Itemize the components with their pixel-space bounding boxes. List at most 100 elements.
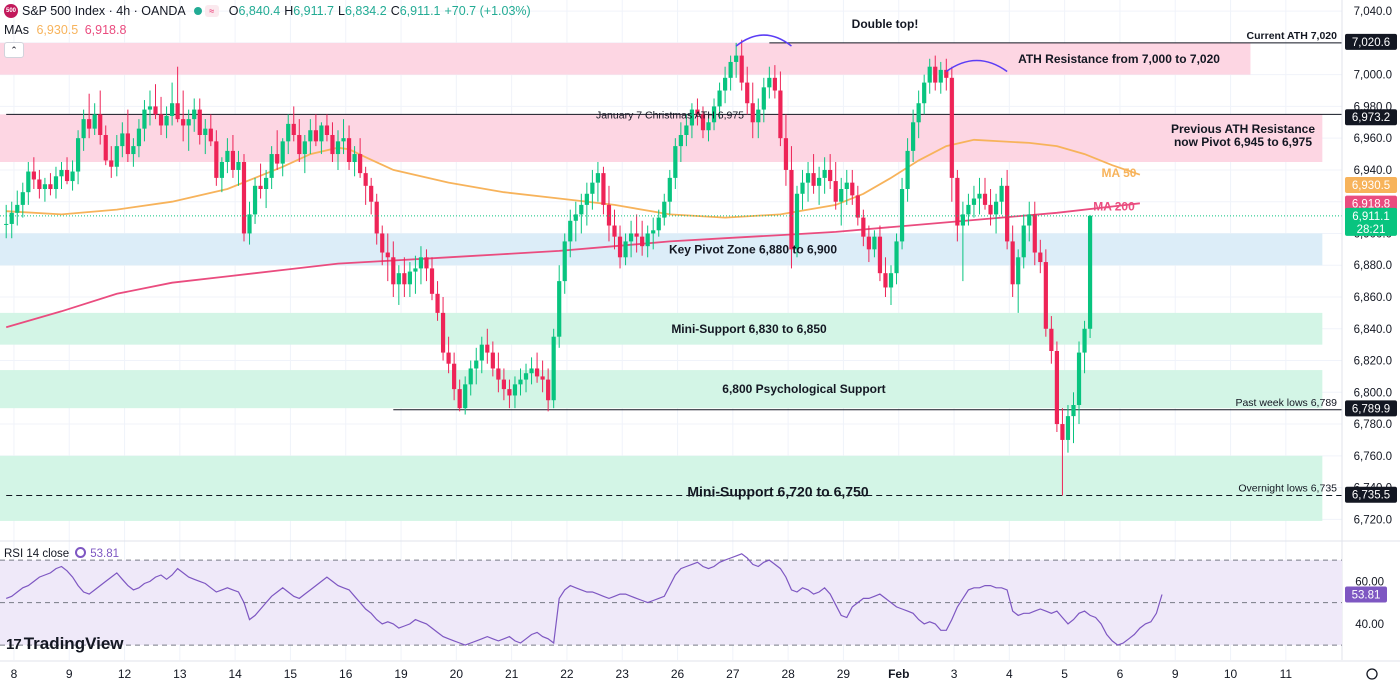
candle-body	[313, 130, 318, 142]
tradingview-logo[interactable]: 17 TradingView	[6, 634, 124, 654]
price-tick-label: 7,040.0	[1354, 6, 1392, 18]
candle-body	[219, 162, 224, 178]
candle-body	[728, 61, 733, 78]
candle-body	[905, 150, 910, 189]
candle-body	[264, 177, 269, 189]
candle-body	[1016, 257, 1021, 285]
candle-body	[413, 268, 418, 272]
time-tick-label: 20	[450, 667, 464, 681]
time-tick-label: 3	[951, 667, 958, 681]
candle-body	[866, 236, 871, 250]
candle-body	[75, 138, 81, 172]
candle-body	[391, 257, 396, 285]
candle-body	[407, 271, 412, 285]
price-tag	[1345, 195, 1397, 212]
candle-body	[855, 195, 860, 218]
candle-body	[175, 103, 180, 120]
symbol-header[interactable]: 500 S&P 500 Index · 4h · OANDA ≈ O 6,840.…	[0, 0, 531, 22]
double-top-arc	[945, 59, 1008, 73]
candle-body	[916, 103, 921, 123]
label-key-pivot: Key Pivot Zone 6,880 to 6,900	[669, 242, 837, 256]
countdown-label: 28:21	[1357, 224, 1386, 236]
rsi-legend[interactable]: RSI 14 close 53.81	[4, 547, 119, 560]
zone-psych-support	[0, 370, 1323, 409]
price-tag	[1345, 177, 1397, 194]
high-value: 6,911.7	[293, 4, 335, 18]
candle-body	[612, 225, 617, 237]
candle-body	[512, 384, 518, 396]
candle-body	[800, 182, 805, 194]
candle-body	[457, 389, 462, 409]
price-tick-label: 6,940.0	[1354, 165, 1392, 177]
candle-body	[872, 236, 877, 250]
candle-body	[944, 69, 949, 78]
candle-body	[147, 106, 153, 110]
candle-body	[125, 133, 130, 155]
candle-body	[933, 66, 938, 83]
close-value: 6,911.1	[399, 4, 441, 18]
label-mini-support-1: Mini-Support 6,830 to 6,850	[671, 322, 827, 336]
candle-body	[894, 241, 899, 274]
candle-body	[794, 193, 800, 250]
rsi-settings-icon[interactable]	[75, 547, 87, 558]
candle-body	[606, 204, 612, 226]
price-tag-label: 6,930.5	[1352, 180, 1390, 192]
price-tag	[1345, 109, 1397, 126]
time-tick-label: 13	[173, 667, 187, 681]
candle-body	[1027, 214, 1032, 226]
candle-body	[700, 114, 706, 131]
candle-body	[341, 138, 346, 142]
candle-body	[214, 141, 219, 178]
mas-label: MAs	[4, 23, 29, 37]
rsi-value-tag	[1345, 586, 1387, 603]
chart-settings-icon[interactable]	[1366, 668, 1378, 680]
annotation-double-top: Double top!	[852, 17, 919, 31]
candle-body	[1043, 262, 1048, 329]
candle-body	[15, 204, 20, 213]
candle-body	[53, 176, 59, 189]
label-jan7-ath: January 7 Christmas ATH 6,975	[596, 109, 744, 121]
candle-body	[645, 233, 650, 247]
mas-legend[interactable]: MAs 6,930.5 6,918.8	[4, 23, 126, 37]
candle-body	[999, 185, 1004, 202]
candle-body	[767, 77, 772, 88]
time-tick-label: 5	[1061, 667, 1068, 681]
candle-body	[1021, 225, 1026, 258]
candle-body	[695, 109, 700, 115]
high-label: H	[284, 4, 294, 18]
candle-body	[308, 130, 313, 142]
candle-body	[822, 169, 827, 178]
rsi-tick-label: 60.00	[1355, 576, 1384, 588]
candle-body	[656, 217, 661, 231]
time-tick-label: 12	[118, 667, 132, 681]
candle-body	[479, 344, 484, 361]
candle-body	[241, 162, 247, 234]
candle-body	[546, 379, 551, 401]
candle-body	[883, 273, 888, 288]
sp500-logo-icon: 500	[4, 4, 18, 18]
candle-body	[142, 109, 147, 129]
open-value: 6,840.4	[238, 4, 281, 18]
candle-body	[64, 169, 70, 182]
zone-mini-support-1	[0, 312, 1323, 345]
price-tag	[1345, 486, 1397, 503]
time-tick-label: 23	[616, 667, 630, 681]
candle-body	[81, 119, 86, 139]
collapse-legend-button[interactable]: ⌃	[4, 42, 24, 58]
zone-key-pivot	[0, 233, 1323, 266]
candle-body	[993, 201, 999, 215]
data-delay-icon[interactable]: ≈	[204, 5, 219, 17]
candle-body	[435, 293, 440, 313]
candle-body	[109, 160, 114, 167]
candle-body	[452, 363, 457, 390]
candle-body	[734, 55, 739, 62]
tradingview-name: TradingView	[23, 634, 124, 653]
symbol-title[interactable]: S&P 500 Index · 4h · OANDA	[22, 4, 186, 18]
price-tick-label: 6,960.0	[1354, 133, 1392, 145]
candle-body	[297, 135, 302, 155]
candle-body	[778, 90, 783, 139]
time-tick-label: 26	[671, 667, 685, 681]
candle-body	[1049, 328, 1054, 351]
